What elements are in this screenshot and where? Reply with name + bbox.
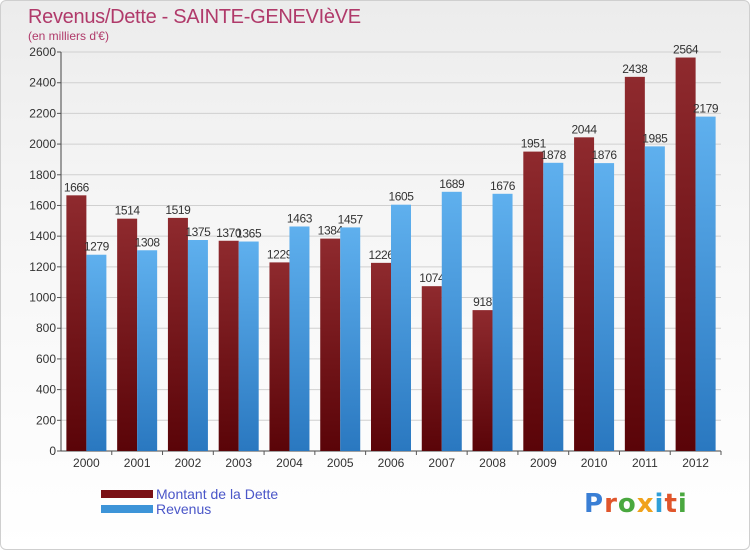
data-label-dette: 1229 (267, 247, 293, 261)
logo-letter: i (677, 489, 688, 519)
x-tick-label: 2012 (682, 456, 709, 470)
data-label-dette: 2044 (572, 122, 598, 136)
bar-dette (167, 217, 188, 451)
y-tick-label: 600 (36, 352, 56, 366)
bar-dette (66, 195, 87, 451)
logo-letter: t (664, 489, 678, 519)
logo-letter: o (617, 489, 637, 519)
x-tick-label: 2010 (581, 456, 608, 470)
data-label-revenus: 1279 (84, 240, 110, 254)
bar-revenus (137, 250, 158, 451)
data-label-dette: 2564 (673, 43, 699, 57)
chart-title: Revenus/Dette - SAINTE-GENEVIèVE (28, 6, 361, 28)
bar-dette (421, 286, 442, 451)
x-tick-label: 2001 (124, 456, 151, 470)
data-label-dette: 2438 (622, 62, 648, 76)
data-label-dette: 1514 (115, 204, 141, 218)
data-label-dette: 1666 (64, 180, 90, 194)
y-tick-label: 2200 (29, 106, 56, 120)
y-tick-label: 1800 (29, 168, 56, 182)
legend-swatch-dette (101, 490, 153, 498)
y-tick-label: 1200 (29, 260, 56, 274)
x-tick-label: 2006 (378, 456, 405, 470)
data-label-revenus: 1463 (287, 211, 313, 225)
bar-revenus (492, 193, 513, 451)
bar-revenus (187, 239, 208, 451)
data-label-dette: 918 (473, 295, 493, 309)
logo-letter: r (604, 489, 618, 519)
y-tick-label: 2600 (29, 45, 56, 59)
data-label-dette: 1519 (165, 203, 191, 217)
x-tick-label: 2003 (225, 456, 252, 470)
legend-swatch-revenus (101, 505, 153, 513)
bar-dette (371, 262, 391, 451)
y-tick-label: 400 (36, 383, 56, 397)
y-tick-label: 800 (36, 321, 56, 335)
bar-dette (675, 57, 696, 451)
y-tick-label: 1600 (29, 198, 56, 212)
x-tick-label: 2007 (428, 456, 455, 470)
x-tick-label: 2011 (632, 456, 658, 470)
legend-label-dette: Montant de la Dette (156, 486, 279, 502)
bar-revenus (594, 163, 615, 452)
bar-dette (218, 240, 239, 451)
bar-dette (269, 262, 290, 451)
x-tick-label: 2002 (175, 456, 202, 470)
data-label-dette: 1074 (419, 271, 445, 285)
bar-revenus (695, 116, 716, 452)
bar-revenus (340, 227, 361, 451)
data-label-dette: 1384 (318, 224, 344, 238)
bar-dette (574, 137, 595, 451)
y-tick-label: 0 (49, 444, 56, 458)
bar-revenus (391, 204, 411, 451)
chart-subtitle: (en milliers d'€) (28, 29, 109, 43)
logo-letter: x (636, 489, 655, 519)
y-tick-label: 200 (36, 413, 56, 427)
data-label-revenus: 1375 (185, 225, 211, 239)
bar-dette (320, 238, 341, 451)
data-label-dette: 1226 (368, 248, 394, 262)
y-tick-label: 1400 (29, 229, 56, 243)
data-label-revenus: 1365 (236, 227, 262, 241)
data-label-revenus: 1878 (541, 148, 567, 162)
y-tick-label: 1000 (29, 291, 56, 305)
x-tick-label: 2009 (530, 456, 557, 470)
logo-letter: i (654, 489, 665, 519)
data-label-revenus: 1676 (490, 179, 516, 193)
y-tick-label: 2000 (29, 137, 56, 151)
bar-revenus (86, 254, 107, 451)
y-tick-label: 2400 (29, 76, 56, 90)
x-tick-label: 2008 (479, 456, 506, 470)
bar-revenus (238, 241, 259, 451)
data-label-revenus: 1689 (439, 177, 465, 191)
data-label-revenus: 1457 (338, 212, 364, 226)
bar-dette (523, 151, 544, 451)
bar-dette (624, 76, 645, 451)
bar-dette (117, 218, 138, 451)
bar-revenus (441, 191, 462, 451)
data-label-revenus: 2179 (693, 102, 719, 116)
data-label-dette: 1951 (521, 137, 547, 151)
x-tick-label: 2005 (327, 456, 354, 470)
bar-revenus (543, 162, 564, 451)
proxiti-logo: Proxiti (584, 489, 688, 519)
data-label-revenus: 1308 (135, 235, 161, 249)
logo-letter: P (584, 489, 605, 519)
data-label-dette: 1370 (216, 226, 242, 240)
data-label-revenus: 1605 (388, 190, 414, 204)
bar-revenus (289, 226, 310, 451)
legend-label-revenus: Revenus (156, 501, 212, 517)
x-tick-label: 2004 (276, 456, 303, 470)
bar-revenus (644, 146, 665, 451)
data-label-revenus: 1876 (592, 148, 618, 162)
x-tick-label: 2000 (73, 456, 100, 470)
bar-dette (472, 310, 493, 451)
data-label-revenus: 1985 (642, 131, 668, 145)
